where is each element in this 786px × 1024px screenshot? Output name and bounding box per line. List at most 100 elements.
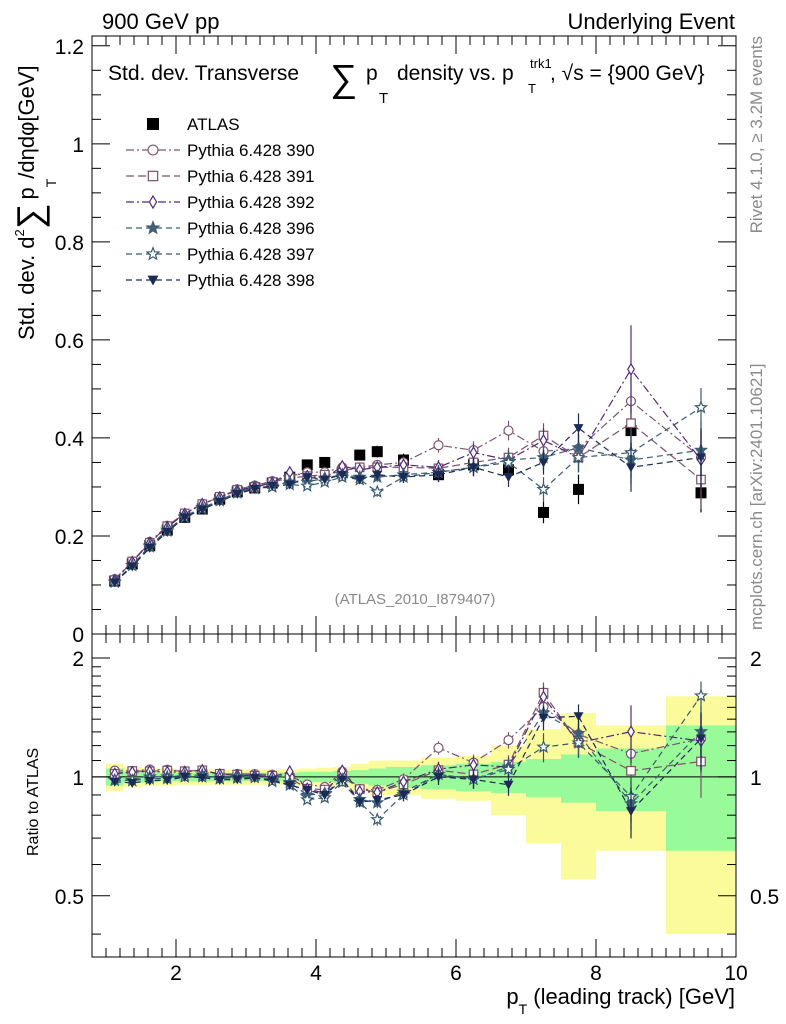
ratio-point	[696, 734, 706, 744]
data-point	[536, 482, 551, 496]
title-part-b: density vs. p	[397, 62, 514, 85]
ratio-point	[571, 735, 586, 749]
ratio-y-tick-label: 1	[72, 767, 84, 790]
series-line	[114, 422, 702, 581]
ratio-point	[284, 781, 295, 791]
ratio-point	[536, 739, 551, 754]
title-part-c: , √s = {900 GeV}	[550, 62, 705, 85]
legend-item: Pythia 6.428 396	[126, 219, 315, 238]
data-point	[354, 449, 366, 461]
ratio-point	[232, 775, 243, 785]
ratio-point	[469, 758, 478, 772]
data-point	[571, 450, 586, 464]
ratio-point	[162, 776, 173, 786]
ylabel-part-c: /dηdφ[GeV]	[14, 65, 39, 178]
header-left: 900 GeV pp	[102, 9, 219, 34]
xlabel-T: T	[519, 1001, 528, 1017]
ratio-point	[197, 773, 208, 783]
xlabel-p: p	[506, 984, 518, 1009]
legend-item: Pythia 6.428 390	[126, 141, 315, 160]
ratio-point	[573, 712, 584, 722]
ylabel-sum: ∑	[9, 204, 50, 230]
data-point	[214, 497, 225, 507]
main-y-tick-label: 0.6	[55, 330, 84, 353]
header-right: Underlying Event	[567, 9, 735, 34]
legend-label: Pythia 6.428 397	[187, 245, 315, 264]
data-point	[627, 362, 635, 376]
ylabel-T: T	[43, 178, 59, 187]
mcplots-label: mcplots.cern.ch [arXiv:2401.10621]	[747, 364, 766, 630]
ratio-point	[249, 774, 260, 784]
ratio-point	[372, 796, 383, 806]
ylabel-sup: 2	[12, 229, 27, 236]
main-y-tick-label: 0.4	[55, 428, 85, 451]
x-tick-label: 8	[590, 962, 602, 985]
ratio-point	[354, 798, 365, 808]
title-p: p	[366, 62, 378, 85]
main-y-tick-label: 0	[72, 624, 84, 647]
ratio-point	[337, 775, 348, 785]
legend-label: ATLAS	[187, 115, 240, 134]
ratio-point	[501, 761, 516, 776]
data-point	[197, 505, 208, 515]
legend-item: Pythia 6.428 397	[126, 245, 315, 264]
ratio-point	[398, 790, 409, 800]
main-data-series	[107, 325, 709, 589]
ratio-line	[114, 712, 702, 805]
x-tick-label: 4	[310, 962, 322, 985]
legend-marker	[145, 220, 161, 235]
ratio-panel: 0.5 0.5 1 1 2 2 2 4 6 8 10 Ratio to ATLAS pT (lea…	[25, 633, 779, 1017]
legend-marker	[147, 275, 159, 286]
ratio-point	[468, 775, 479, 785]
ratio-point	[300, 792, 315, 806]
main-title: Std. dev. Transverse ∑ p T density vs. p…	[108, 50, 705, 108]
data-point	[249, 484, 260, 494]
title-trk1-superscript: trk1	[530, 56, 552, 71]
main-y-axis-label: Std. dev. d2∑ pT/dηdφ[GeV]	[9, 65, 59, 340]
x-tick-labels: 2 4 6 8 10	[170, 962, 748, 985]
ratio-point	[144, 776, 155, 786]
ratio-data-series	[107, 681, 709, 839]
data-point	[503, 425, 514, 436]
ratio-point	[503, 735, 514, 746]
data-point	[398, 473, 409, 483]
ratio-y-tick-label-right: 0.5	[750, 886, 779, 909]
data-point	[232, 489, 243, 499]
data-point	[302, 473, 313, 483]
ratio-axis-ticks	[92, 634, 737, 957]
ratio-point	[626, 765, 636, 776]
legend-label: Pythia 6.428 391	[187, 167, 315, 186]
legend-marker	[147, 118, 159, 130]
data-point	[696, 453, 706, 463]
data-point	[468, 463, 479, 473]
legend-item: Pythia 6.428 391	[126, 167, 315, 186]
series-pythia-6-428-390	[109, 376, 707, 585]
ylabel-p: p	[14, 187, 39, 199]
data-point	[301, 459, 313, 471]
data-point	[573, 483, 584, 495]
legend-label: Pythia 6.428 392	[187, 193, 315, 212]
data-point	[144, 543, 155, 553]
main-y-tick-label: 1	[72, 134, 84, 157]
series-line	[114, 400, 702, 580]
series-pythia-6-428-391	[109, 398, 706, 585]
data-point	[501, 455, 516, 469]
data-point	[162, 528, 173, 538]
ratio-point	[214, 776, 225, 786]
ratio-point	[693, 688, 709, 702]
main-panel: 0 0.2 0.4 0.6 0.8 1 1.2 Std. dev. Transverse ∑…	[9, 35, 737, 647]
main-axis-ticks	[92, 36, 737, 635]
main-y-tick-label: 0.2	[55, 526, 84, 549]
data-point	[469, 445, 478, 460]
data-point	[573, 424, 584, 434]
data-point	[538, 506, 549, 518]
ylabel-part-a: Std. dev. d	[14, 236, 39, 340]
legend-item: Pythia 6.428 392	[126, 193, 315, 212]
series-line	[114, 406, 702, 583]
legend-marker	[148, 194, 158, 210]
title-p-subscript: T	[379, 90, 388, 107]
ratio-point	[626, 807, 636, 817]
data-point	[538, 458, 549, 468]
legend-label: Pythia 6.428 398	[187, 271, 315, 290]
data-point	[284, 480, 295, 490]
